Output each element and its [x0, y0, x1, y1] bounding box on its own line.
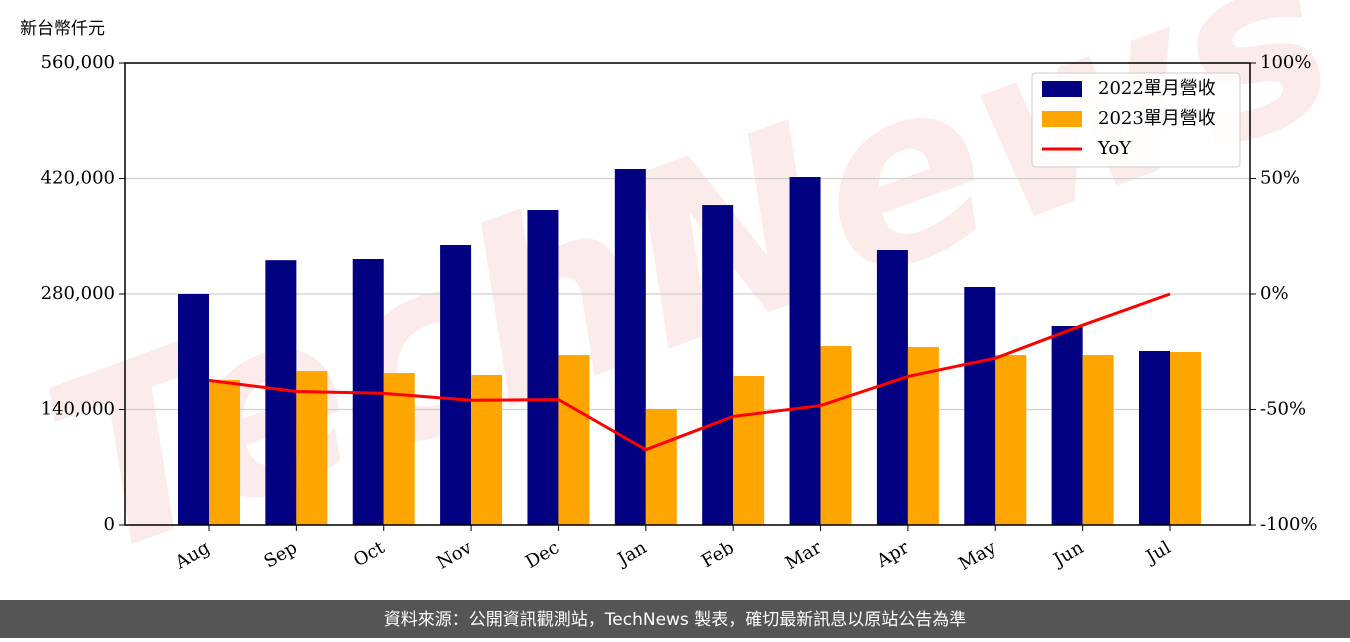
legend-swatch — [1042, 81, 1082, 97]
bar — [995, 355, 1027, 525]
bar — [265, 260, 297, 525]
bar — [383, 373, 415, 525]
y-tick-label: 280,000 — [41, 283, 115, 304]
legend: 2022單月營收 2023單月營收 YoY — [1031, 72, 1241, 168]
bar — [527, 210, 559, 525]
plot-frame — [124, 62, 1251, 526]
bar — [789, 177, 821, 525]
x-tick-label: Oct — [350, 537, 389, 572]
bar — [1051, 326, 1083, 525]
bar — [1082, 355, 1114, 525]
y-tick-label: 140,000 — [41, 399, 115, 420]
x-tick-label: Jan — [612, 537, 650, 571]
x-tick-label: May — [955, 537, 1000, 575]
bar — [964, 286, 996, 525]
bar — [645, 409, 677, 525]
x-tick-label: Dec — [522, 537, 563, 573]
y-tick-label: 0 — [104, 514, 115, 535]
y2-tick-label: -100% — [1260, 514, 1318, 535]
legend-box — [1031, 72, 1241, 168]
bar — [440, 244, 472, 525]
source-note: 資料來源：公開資訊觀測站，TechNews 製表，確切最新訊息以原站公告為準 — [384, 610, 966, 630]
bar — [1139, 351, 1170, 525]
bar — [820, 345, 852, 525]
x-tick-label: Mar — [782, 537, 826, 574]
x-tick-label: Nov — [433, 537, 476, 574]
y2-tick-label: 50% — [1260, 168, 1300, 189]
legend-label: 2023單月營收 — [1098, 108, 1216, 129]
y2-tick-label: 0% — [1260, 283, 1289, 304]
bar — [1170, 351, 1201, 525]
bar — [296, 371, 328, 525]
y2-tick-label: 100% — [1260, 52, 1311, 73]
yoy-line — [208, 292, 1171, 452]
bar — [558, 355, 590, 525]
legend-label: YoY — [1097, 138, 1132, 159]
x-tick-label: Jun — [1049, 537, 1088, 572]
bar — [876, 250, 908, 525]
legend-label: 2022單月營收 — [1098, 78, 1216, 99]
x-tick-label: Jul — [1141, 537, 1175, 569]
x-tick-label: Apr — [872, 537, 912, 572]
bar — [614, 169, 646, 525]
bar — [209, 380, 240, 525]
bar — [733, 376, 765, 525]
footer-band — [0, 600, 1350, 638]
bar — [471, 375, 503, 525]
y2-tick-label: -50% — [1260, 399, 1306, 420]
bar — [178, 294, 209, 525]
legend-swatch — [1042, 111, 1082, 127]
y-tick-label: 420,000 — [41, 168, 115, 189]
bar — [702, 205, 734, 525]
y-tick-label: 560,000 — [41, 52, 115, 73]
x-tick-label: Feb — [698, 537, 738, 572]
y-axis-label: 新台幣仟元 — [20, 19, 105, 39]
